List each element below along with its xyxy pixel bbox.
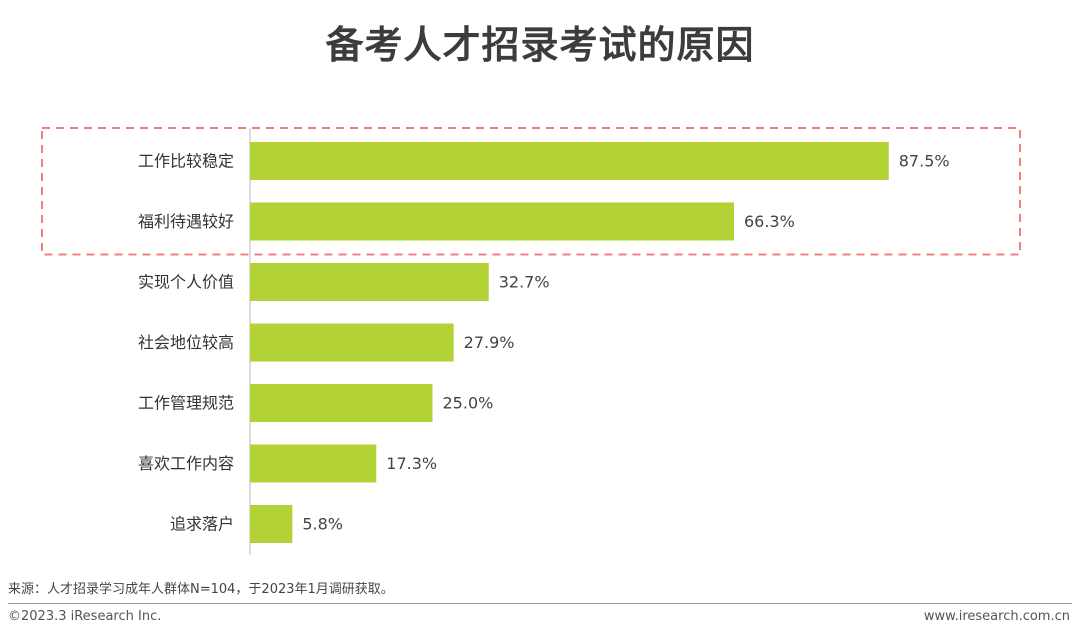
bar xyxy=(250,505,293,543)
category-label: 福利待遇较好 xyxy=(138,212,234,231)
website-link[interactable]: www.iresearch.com.cn xyxy=(923,609,1070,624)
bar xyxy=(250,384,433,422)
bar xyxy=(250,142,889,180)
category-label: 工作比较稳定 xyxy=(138,152,234,171)
source-note: 来源：人才招录学习成年人群体N=104，于2023年1月调研获取。 xyxy=(8,582,394,597)
bar xyxy=(250,444,377,483)
value-label: 5.8% xyxy=(302,515,343,534)
category-label: 追求落户 xyxy=(170,515,234,534)
bar xyxy=(250,323,454,362)
category-label: 工作管理规范 xyxy=(138,394,234,413)
bar xyxy=(250,202,734,241)
category-label: 喜欢工作内容 xyxy=(138,454,234,473)
highlight-box xyxy=(41,127,1021,256)
chart-title: 备考人才招录考试的原因 xyxy=(325,23,755,67)
category-label: 社会地位较高 xyxy=(138,333,234,352)
value-label: 27.9% xyxy=(464,333,515,352)
bar xyxy=(250,263,489,301)
category-label: 实现个人价值 xyxy=(138,273,234,292)
value-label: 87.5% xyxy=(899,152,950,171)
bars-group: 工作比较稳定 87.5% 福利待遇较好 66.3% 实现个人价值 32.7% 社会地位较高 2… xyxy=(138,142,950,543)
value-label: 17.3% xyxy=(386,454,437,473)
value-label: 25.0% xyxy=(443,394,494,413)
copyright-text: ©2023.3 iResearch Inc. xyxy=(8,609,162,624)
value-label: 66.3% xyxy=(744,212,795,231)
value-label: 32.7% xyxy=(499,273,550,292)
footer-divider xyxy=(8,603,1072,604)
